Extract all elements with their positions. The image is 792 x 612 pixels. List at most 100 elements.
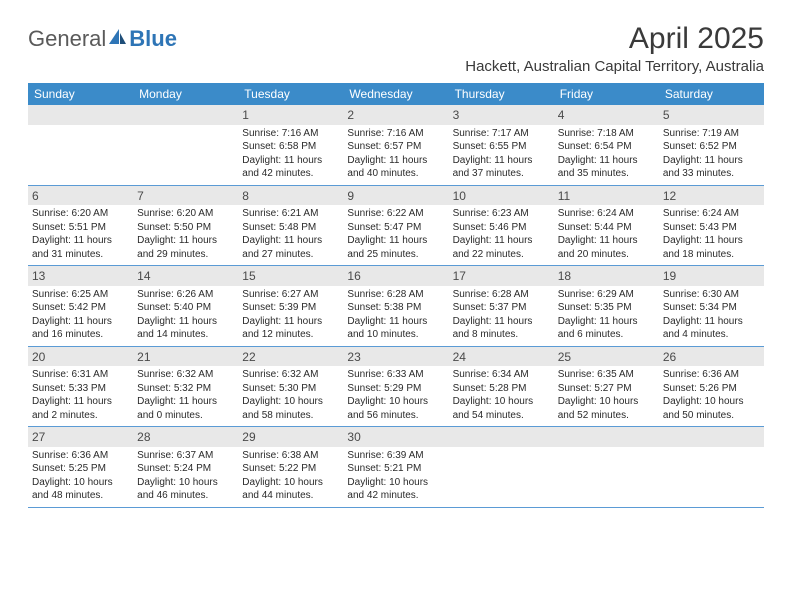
day-number: 19 bbox=[663, 269, 676, 283]
day-number-row: 26 bbox=[659, 347, 764, 367]
day-number-row: 4 bbox=[554, 105, 659, 125]
calendar-day-cell: 9Sunrise: 6:22 AMSunset: 5:47 PMDaylight… bbox=[343, 186, 448, 266]
day-number-row: 13 bbox=[28, 266, 133, 286]
day-number-row: 23 bbox=[343, 347, 448, 367]
day-number: 28 bbox=[137, 430, 150, 444]
calendar-day-cell bbox=[449, 427, 554, 507]
calendar-day-cell: 13Sunrise: 6:25 AMSunset: 5:42 PMDayligh… bbox=[28, 266, 133, 346]
daylight-text: Daylight: 11 hours and 0 minutes. bbox=[137, 395, 234, 422]
day-number: 25 bbox=[558, 350, 571, 364]
calendar-day-cell: 7Sunrise: 6:20 AMSunset: 5:50 PMDaylight… bbox=[133, 186, 238, 266]
sunset-text: Sunset: 5:32 PM bbox=[137, 382, 234, 396]
day-number: 11 bbox=[558, 189, 570, 203]
sunset-text: Sunset: 5:39 PM bbox=[242, 301, 339, 315]
sunset-text: Sunset: 6:52 PM bbox=[663, 140, 760, 154]
calendar-day-cell: 11Sunrise: 6:24 AMSunset: 5:44 PMDayligh… bbox=[554, 186, 659, 266]
location-subtitle: Hackett, Australian Capital Territory, A… bbox=[465, 58, 764, 75]
day-number-row: 3 bbox=[449, 105, 554, 125]
daylight-text: Daylight: 11 hours and 18 minutes. bbox=[663, 234, 760, 261]
day-number-row: 20 bbox=[28, 347, 133, 367]
sunrise-text: Sunrise: 6:32 AM bbox=[242, 368, 339, 382]
daylight-text: Daylight: 11 hours and 37 minutes. bbox=[453, 154, 550, 181]
day-number bbox=[32, 108, 35, 122]
daylight-text: Daylight: 11 hours and 6 minutes. bbox=[558, 315, 655, 342]
day-number bbox=[453, 430, 456, 444]
day-number-row bbox=[449, 427, 554, 447]
sunset-text: Sunset: 5:21 PM bbox=[347, 462, 444, 476]
daylight-text: Daylight: 11 hours and 10 minutes. bbox=[347, 315, 444, 342]
sunrise-text: Sunrise: 7:16 AM bbox=[242, 127, 339, 141]
calendar-day-cell: 20Sunrise: 6:31 AMSunset: 5:33 PMDayligh… bbox=[28, 347, 133, 427]
day-number: 16 bbox=[347, 269, 360, 283]
sunrise-text: Sunrise: 6:24 AM bbox=[663, 207, 760, 221]
sunrise-text: Sunrise: 7:17 AM bbox=[453, 127, 550, 141]
sunrise-text: Sunrise: 7:16 AM bbox=[347, 127, 444, 141]
sunset-text: Sunset: 5:48 PM bbox=[242, 221, 339, 235]
sunrise-text: Sunrise: 6:23 AM bbox=[453, 207, 550, 221]
day-number bbox=[137, 108, 140, 122]
daylight-text: Daylight: 11 hours and 35 minutes. bbox=[558, 154, 655, 181]
daylight-text: Daylight: 11 hours and 16 minutes. bbox=[32, 315, 129, 342]
daylight-text: Daylight: 11 hours and 25 minutes. bbox=[347, 234, 444, 261]
sunset-text: Sunset: 5:34 PM bbox=[663, 301, 760, 315]
calendar-day-cell: 29Sunrise: 6:38 AMSunset: 5:22 PMDayligh… bbox=[238, 427, 343, 507]
sunrise-text: Sunrise: 6:33 AM bbox=[347, 368, 444, 382]
sunrise-text: Sunrise: 6:21 AM bbox=[242, 207, 339, 221]
sunset-text: Sunset: 5:43 PM bbox=[663, 221, 760, 235]
day-number: 4 bbox=[558, 108, 565, 122]
weekday-header-cell: Friday bbox=[554, 83, 659, 105]
day-number: 30 bbox=[347, 430, 360, 444]
sunrise-text: Sunrise: 7:18 AM bbox=[558, 127, 655, 141]
sunset-text: Sunset: 6:54 PM bbox=[558, 140, 655, 154]
daylight-text: Daylight: 11 hours and 22 minutes. bbox=[453, 234, 550, 261]
calendar-day-cell bbox=[554, 427, 659, 507]
day-number: 20 bbox=[32, 350, 45, 364]
weekday-header-cell: Sunday bbox=[28, 83, 133, 105]
sunrise-text: Sunrise: 6:20 AM bbox=[32, 207, 129, 221]
calendar-day-cell: 27Sunrise: 6:36 AMSunset: 5:25 PMDayligh… bbox=[28, 427, 133, 507]
day-number: 27 bbox=[32, 430, 45, 444]
sunset-text: Sunset: 5:30 PM bbox=[242, 382, 339, 396]
daylight-text: Daylight: 10 hours and 44 minutes. bbox=[242, 476, 339, 503]
calendar-grid: SundayMondayTuesdayWednesdayThursdayFrid… bbox=[28, 83, 764, 508]
logo-text-general: General bbox=[28, 26, 106, 52]
sunset-text: Sunset: 5:38 PM bbox=[347, 301, 444, 315]
day-number: 6 bbox=[32, 189, 39, 203]
calendar-day-cell: 12 Sunrise: 6:24 AMSunset: 5:43 PMDayligh… bbox=[659, 186, 764, 266]
day-number-row: 8 bbox=[238, 186, 343, 206]
sunrise-text: Sunrise: 6:29 AM bbox=[558, 288, 655, 302]
page-header: General Blue April 2025 Hackett, Austral… bbox=[28, 22, 764, 75]
calendar-day-cell: 21Sunrise: 6:32 AMSunset: 5:32 PMDayligh… bbox=[133, 347, 238, 427]
sunset-text: Sunset: 5:28 PM bbox=[453, 382, 550, 396]
calendar-week-row: 1Sunrise: 7:16 AMSunset: 6:58 PMDaylight… bbox=[28, 105, 764, 186]
weekday-header-row: SundayMondayTuesdayWednesdayThursdayFrid… bbox=[28, 83, 764, 105]
day-number: 12 bbox=[663, 189, 676, 203]
day-number: 29 bbox=[242, 430, 255, 444]
day-number: 14 bbox=[137, 269, 150, 283]
day-number-row: 11 bbox=[554, 186, 659, 206]
calendar-day-cell: 16Sunrise: 6:28 AMSunset: 5:38 PMDayligh… bbox=[343, 266, 448, 346]
sunset-text: Sunset: 5:37 PM bbox=[453, 301, 550, 315]
month-title: April 2025 bbox=[465, 22, 764, 56]
daylight-text: Daylight: 11 hours and 20 minutes. bbox=[558, 234, 655, 261]
day-number: 18 bbox=[558, 269, 571, 283]
day-number-row: 29 bbox=[238, 427, 343, 447]
day-number-row: 2 bbox=[343, 105, 448, 125]
day-number: 5 bbox=[663, 108, 670, 122]
day-number: 24 bbox=[453, 350, 466, 364]
sunset-text: Sunset: 5:51 PM bbox=[32, 221, 129, 235]
day-number-row: 27 bbox=[28, 427, 133, 447]
daylight-text: Daylight: 10 hours and 54 minutes. bbox=[453, 395, 550, 422]
day-number-row: 22 bbox=[238, 347, 343, 367]
day-number-row bbox=[554, 427, 659, 447]
calendar-body: 1Sunrise: 7:16 AMSunset: 6:58 PMDaylight… bbox=[28, 105, 764, 508]
calendar-day-cell: 4 Sunrise: 7:18 AMSunset: 6:54 PMDaylight… bbox=[554, 105, 659, 185]
day-number: 15 bbox=[242, 269, 255, 283]
day-number-row: 9 bbox=[343, 186, 448, 206]
sunrise-text: Sunrise: 6:24 AM bbox=[558, 207, 655, 221]
sunset-text: Sunset: 6:58 PM bbox=[242, 140, 339, 154]
day-number-row: 1 bbox=[238, 105, 343, 125]
daylight-text: Daylight: 11 hours and 31 minutes. bbox=[32, 234, 129, 261]
daylight-text: Daylight: 11 hours and 33 minutes. bbox=[663, 154, 760, 181]
sunset-text: Sunset: 5:24 PM bbox=[137, 462, 234, 476]
